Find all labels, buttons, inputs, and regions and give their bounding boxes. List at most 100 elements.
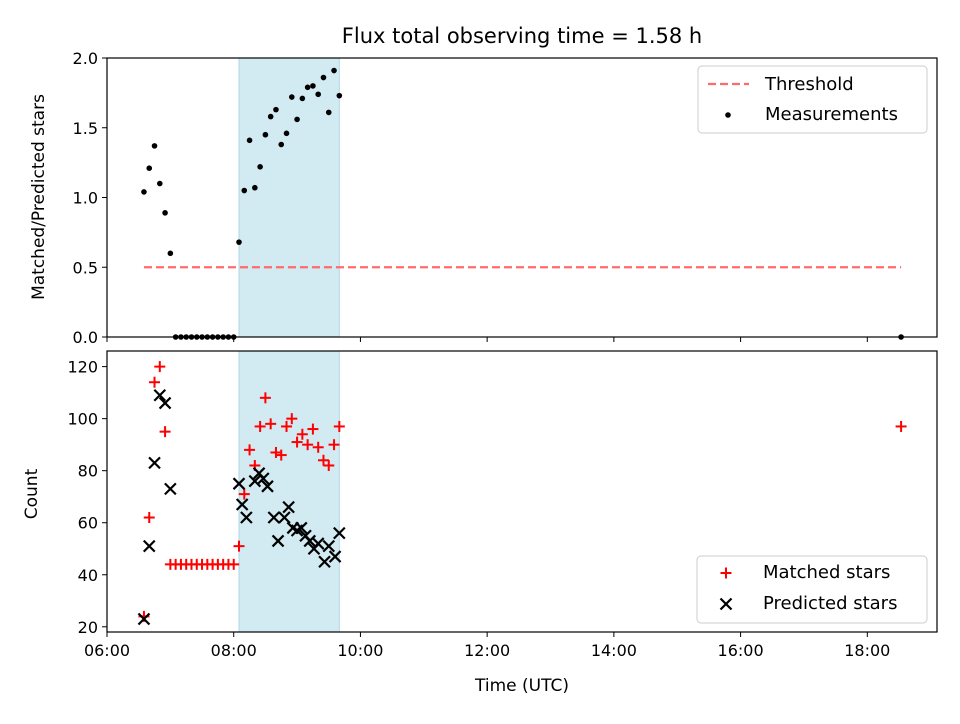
predicted-star-point (261, 480, 274, 493)
bottom-legend-box (696, 555, 928, 624)
measurement-point (141, 189, 147, 195)
predicted-star-point (322, 539, 336, 553)
measurement-point (331, 67, 337, 74)
matched-star-point (149, 376, 161, 388)
matched-star-point (238, 488, 250, 500)
measurement-point (315, 91, 321, 98)
matched-star-point (296, 428, 308, 440)
bottom-y-ticks: 20 40 60 80 100 120 (67, 358, 107, 637)
legend-measurements-swatch (725, 112, 731, 118)
top-legend: Threshold Measurements (697, 65, 928, 134)
top-y-tick-label: 1.5 (73, 119, 98, 138)
matched-star-point (333, 420, 345, 432)
measurement-point (283, 130, 290, 137)
measurement-point (273, 106, 279, 113)
predicted-star-point (311, 537, 325, 550)
measurement-point (252, 184, 258, 191)
top-y-tick-label: 2.0 (73, 49, 98, 68)
predicted-star-point (328, 550, 342, 563)
bottom-y-tick-label: 80 (78, 462, 98, 481)
bottom-y-tick-label: 60 (78, 514, 98, 533)
bottom-panel: 20 40 60 80 100 120 06:00 08:00 10:00 12:00 14:00… (22, 350, 938, 696)
x-tick-label: 14:00 (591, 641, 637, 660)
top-y-ticks: 0.0 0.5 1.0 1.5 2.0 (73, 49, 107, 347)
bottom-x-ticks: 06:00 08:00 10:00 12:00 14:00 16:00 18:00 (84, 632, 890, 660)
matched-star-point (328, 439, 340, 451)
bottom-y-tick-label: 20 (78, 618, 98, 637)
predicted-star-point (278, 511, 291, 524)
predicted-star-point (257, 472, 270, 485)
measurement-point (241, 187, 248, 194)
measurement-point (146, 165, 153, 172)
measurement-point (299, 95, 306, 102)
measurement-point (257, 164, 263, 170)
legend-predicted-marker (719, 597, 733, 611)
legend-matched-label: Matched stars (763, 562, 890, 583)
matched-star-point (281, 420, 293, 432)
matched-star-point (259, 392, 271, 404)
legend-matched-swatch (720, 567, 732, 579)
legend-matched-marker (720, 567, 732, 579)
x-tick-label: 10:00 (337, 641, 383, 660)
top-y-tick-label: 0.0 (73, 328, 98, 347)
predicted-star-point (142, 539, 156, 553)
predicted-star-point (153, 388, 167, 402)
top-y-tick-label: 0.5 (73, 258, 98, 277)
measurement-point (278, 141, 285, 148)
predicted-star-point (267, 511, 281, 524)
measurement-point (246, 137, 253, 144)
measurement-point (304, 84, 311, 91)
predicted-points (137, 388, 346, 626)
matched-star-point (233, 540, 245, 552)
top-panel: 0.00.51.01.52.0 Matched/Predicted stars … (29, 49, 938, 347)
matched-star-point (154, 361, 166, 373)
predicted-star-point (295, 521, 308, 535)
matched-star-point (307, 423, 319, 435)
predicted-star-point (240, 511, 253, 524)
measurement-point (151, 143, 158, 149)
top-y-axis-label: Matched/Predicted stars (29, 94, 49, 300)
matched-points (138, 361, 907, 622)
x-tick-label: 08:00 (211, 641, 257, 660)
x-tick-label: 18:00 (844, 641, 890, 660)
matched-star-point (302, 439, 314, 451)
top-observing-window (238, 57, 340, 338)
measurement-point (156, 180, 163, 187)
x-tick-label: 12:00 (464, 641, 510, 660)
predicted-star-point (318, 555, 331, 569)
matched-star-point (312, 441, 324, 453)
top-x-ticks (106, 337, 868, 342)
predicted-star-point (164, 482, 177, 496)
matched-star-point (270, 446, 282, 458)
matched-star-point (895, 420, 907, 432)
bottom-axes-frame (106, 350, 938, 633)
measurement-point (325, 109, 332, 116)
predicted-star-point (137, 612, 151, 626)
matched-star-point (323, 459, 335, 471)
predicted-star-point (235, 498, 249, 511)
predicted-star-point (282, 500, 295, 514)
bottom-y-tick-label: 120 (67, 358, 98, 377)
matched-star-point (265, 418, 277, 430)
measurement-point (294, 116, 300, 123)
top-legend-box (697, 65, 928, 134)
top-y-tick-label: 1.0 (73, 189, 98, 208)
measurement-point (162, 210, 168, 216)
measurement-point (262, 131, 269, 138)
predicted-star-point (158, 396, 172, 410)
chart-title: Flux total observing time = 1.58 h (342, 24, 702, 48)
matched-star-point (228, 558, 240, 570)
predicted-star-point (303, 534, 317, 548)
measurement-point (310, 83, 316, 89)
measurement-point (320, 74, 327, 81)
bottom-y-axis-label: Count (22, 468, 42, 519)
matched-star-point (317, 454, 329, 466)
predicted-star-point (271, 534, 285, 548)
matched-star-point (286, 413, 298, 425)
predicted-star-point (148, 456, 161, 470)
matched-star-point (291, 436, 303, 448)
measurement-points (141, 67, 904, 340)
matched-star-point (143, 512, 155, 524)
